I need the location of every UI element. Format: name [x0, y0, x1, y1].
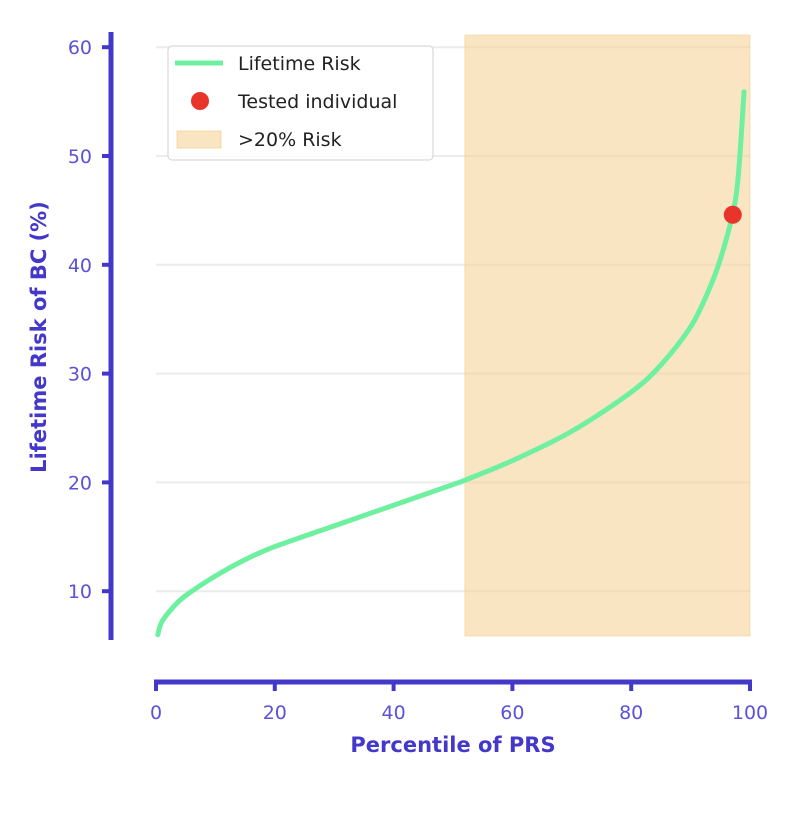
legend-label-risk-region: >20% Risk: [238, 129, 342, 151]
x-tick-label: 20: [263, 702, 287, 724]
legend-region-swatch: [176, 130, 222, 149]
y-tick-label: 50: [68, 146, 92, 168]
risk-region: [464, 34, 751, 637]
y-axis-label: Lifetime Risk of BC (%): [27, 201, 51, 473]
legend: Lifetime Risk Tested individual >20% Ris…: [167, 45, 434, 161]
x-tick-label: 60: [500, 702, 524, 724]
curve-layer: [155, 89, 747, 638]
x-tick-label: 0: [150, 702, 162, 724]
legend-dot-swatch: [191, 92, 209, 110]
legend-label-lifetime-risk: Lifetime Risk: [238, 53, 361, 75]
risk-region-layer: [464, 34, 751, 637]
points-layer: [723, 205, 742, 224]
tested-individual-point: [723, 205, 742, 224]
x-tick-label: 80: [619, 702, 643, 724]
x-tick-label: 100: [732, 702, 768, 724]
x-tick-label: 40: [382, 702, 406, 724]
legend-label-tested-individual: Tested individual: [237, 91, 397, 113]
y-tick-label: 40: [68, 255, 92, 277]
axes: 10 20 30 40 50 60 0 20 40 60 80 100: [68, 32, 768, 724]
lifetime-risk-line: [155, 89, 747, 638]
y-tick-label: 10: [68, 581, 92, 603]
y-tick-label: 30: [68, 364, 92, 386]
legend-box: [167, 45, 434, 161]
x-axis-label: Percentile of PRS: [350, 733, 555, 757]
y-tick-label: 60: [68, 37, 92, 59]
y-tick-label: 20: [68, 472, 92, 494]
